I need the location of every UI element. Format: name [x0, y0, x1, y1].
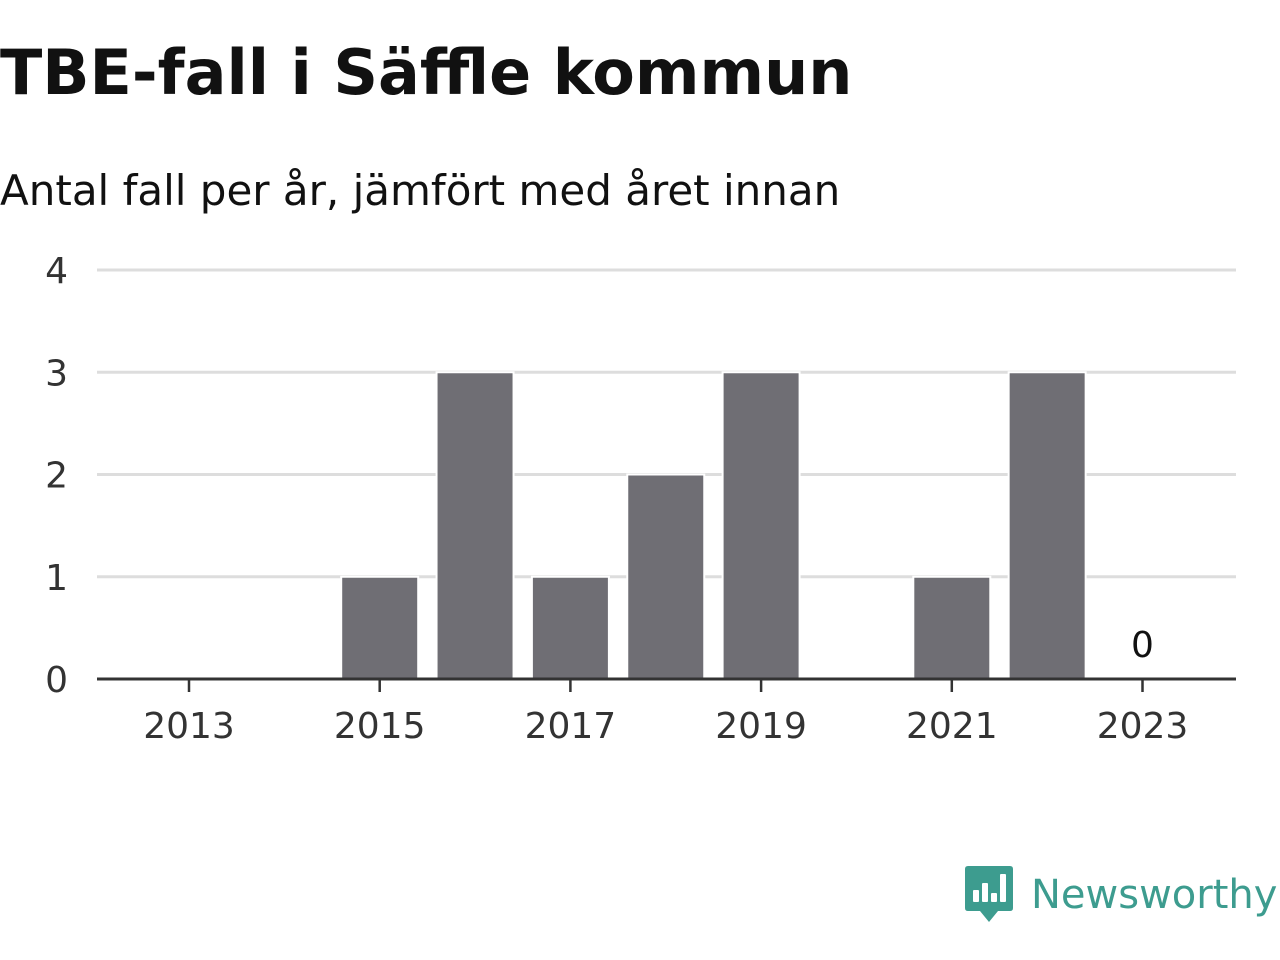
x-tick-label: 2017	[525, 706, 617, 747]
y-tick-label: 1	[45, 558, 68, 599]
x-tick-label: 2019	[715, 706, 807, 747]
x-tick-label: 2021	[906, 706, 998, 747]
bar-chart-speech-bubble-icon	[965, 866, 1013, 922]
bar-2022	[1007, 371, 1087, 680]
y-tick-label: 0	[45, 660, 68, 701]
bar-2019	[721, 371, 801, 680]
bars	[340, 371, 1087, 680]
bar-2017	[530, 575, 610, 680]
x-tick-label: 2013	[143, 706, 235, 747]
y-tick-label: 4	[45, 251, 68, 292]
y-tick-label: 2	[45, 456, 68, 497]
x-tick-label: 2023	[1097, 706, 1189, 747]
brand-name: Newsworthy	[1031, 872, 1278, 918]
chart-title: TBE-fall i Säffle kommun	[0, 36, 853, 109]
tick-labels: 0 1 2 3 4 2013 2015 2017 2019 2021 2023 0	[45, 251, 1188, 747]
x-axis	[97, 677, 1236, 692]
x-tick-label: 2015	[334, 706, 426, 747]
chart-subtitle: Antal fall per år, jämfört med året inna…	[0, 166, 841, 215]
bar-2016	[435, 371, 515, 680]
bar-2015	[340, 575, 420, 680]
data-label-2023: 0	[1131, 625, 1154, 666]
newsworthy-logo: Newsworthy	[963, 864, 1277, 926]
bar-2018	[626, 473, 706, 680]
y-tick-label: 3	[45, 353, 68, 394]
bar-2021	[912, 575, 992, 680]
